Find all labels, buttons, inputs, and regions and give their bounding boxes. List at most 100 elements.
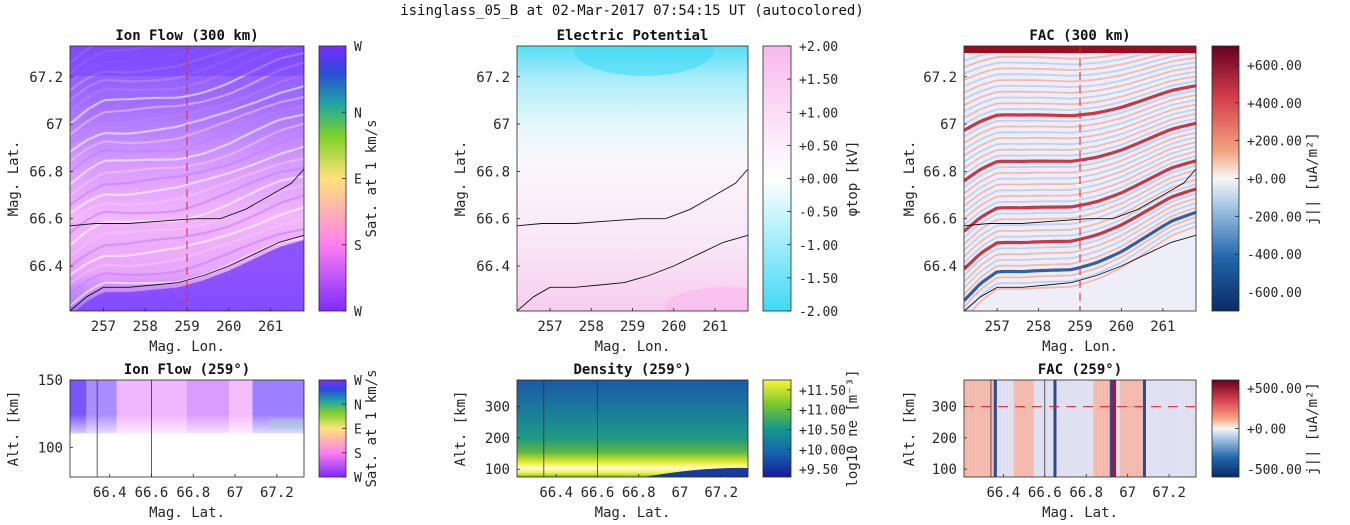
colorbar-electric-potential: +2.00 +1.50 +1.00 +0.50 +0.00 -0.50 -1.00 -1.50… bbox=[762, 40, 861, 320]
fac-stripe bbox=[964, 197, 1196, 283]
fac-stripe bbox=[964, 121, 1196, 183]
y-tick-label: 66.8 bbox=[29, 164, 63, 180]
fac-column bbox=[1007, 380, 1011, 477]
fac-column bbox=[1093, 380, 1098, 477]
plot-area-fac-259 bbox=[964, 380, 1196, 477]
colorbar-label: φtop [kV] bbox=[845, 141, 861, 217]
colorbar-label: j|| [uA/m²] bbox=[1305, 382, 1321, 475]
fac-column bbox=[1146, 380, 1151, 477]
x-tick-label: 66.8 bbox=[176, 485, 210, 501]
fac-column bbox=[1056, 380, 1061, 477]
fac-column bbox=[1179, 380, 1184, 477]
y-tick-label: 100 bbox=[932, 462, 957, 478]
fac-column bbox=[1192, 380, 1196, 477]
x-tick-label: 66.6 bbox=[135, 485, 169, 501]
x-axis-label: Mag. Lon. bbox=[149, 339, 225, 355]
fac-column bbox=[977, 380, 982, 477]
colorbar-gradient bbox=[1211, 45, 1240, 312]
fac-stripe bbox=[964, 187, 1196, 271]
fac-column bbox=[1176, 380, 1180, 477]
fac-column bbox=[1172, 380, 1177, 477]
fac-column bbox=[1169, 380, 1174, 477]
panel-title: Density (259°) bbox=[573, 362, 691, 378]
fac-column bbox=[1073, 380, 1078, 477]
y-axis-label: Alt. [km] bbox=[902, 391, 918, 467]
fac-stripe bbox=[964, 131, 1196, 195]
fac-stripe bbox=[964, 164, 1196, 239]
colorbar-tick-label: +200.00 bbox=[1247, 135, 1302, 150]
fac-column bbox=[1142, 380, 1146, 477]
panel-title: FAC (300 km) bbox=[1029, 28, 1130, 44]
fac-column bbox=[1080, 380, 1084, 477]
colorbar-tick-label: W bbox=[354, 305, 362, 320]
fac-column bbox=[1017, 380, 1021, 477]
fac-column bbox=[1119, 380, 1124, 477]
y-axis-label: Alt. [km] bbox=[6, 391, 22, 467]
y-tick-label: 150 bbox=[38, 373, 63, 389]
fac-column bbox=[1030, 380, 1035, 477]
fac-column bbox=[1026, 380, 1031, 477]
plot-area-electric-potential bbox=[517, 46, 748, 311]
y-tick-label: 67 bbox=[493, 117, 510, 133]
colorbar-tick-label: -500.00 bbox=[1247, 463, 1302, 478]
colorbar-tick-label: S bbox=[354, 239, 362, 254]
x-axis-label: Mag. Lat. bbox=[149, 505, 225, 521]
colorbar-gradient bbox=[318, 379, 347, 478]
fac-stripe bbox=[964, 56, 1196, 94]
x-tick-label: 258 bbox=[1026, 319, 1051, 335]
fac-stripe bbox=[964, 47, 1196, 81]
colorbar-gradient bbox=[762, 45, 792, 312]
colorbar-tick-label: W bbox=[354, 374, 362, 389]
colorbar-tick-label: +600.00 bbox=[1247, 59, 1302, 74]
y-axis-label: Alt. [km] bbox=[453, 391, 469, 467]
x-tick-label: 258 bbox=[579, 319, 604, 335]
fac-column bbox=[1166, 380, 1170, 477]
axes-frame bbox=[69, 379, 305, 478]
colorbar-tick-label: W bbox=[354, 40, 362, 55]
colorbar-fac-259: +500.00 +0.00 -500.00 j|| [uA/m²] bbox=[1211, 379, 1321, 478]
fac-column bbox=[1116, 380, 1121, 477]
colorbar-tick-label: +400.00 bbox=[1247, 97, 1302, 112]
y-tick-label: 66.4 bbox=[476, 259, 510, 275]
fac-column bbox=[973, 380, 978, 477]
y-tick-label: 66.6 bbox=[476, 212, 510, 228]
plot-area-density-259 bbox=[517, 380, 748, 477]
x-tick-label: 260 bbox=[661, 319, 686, 335]
y-tick-label: 100 bbox=[38, 440, 63, 456]
colorbar-tick-label: -200.00 bbox=[1247, 210, 1302, 225]
panel-title: Ion Flow (259°) bbox=[124, 362, 250, 378]
y-tick-label: 66.6 bbox=[29, 212, 63, 228]
fac-column bbox=[1086, 380, 1091, 477]
x-tick-label: 260 bbox=[1109, 319, 1134, 335]
fac-column bbox=[967, 380, 972, 477]
colorbar-tick-label: W bbox=[354, 471, 362, 486]
fac-column bbox=[1136, 380, 1141, 477]
y-tick-label: 67.2 bbox=[476, 70, 510, 86]
fac-column bbox=[1046, 380, 1051, 477]
boundary-upper-line bbox=[964, 168, 1196, 227]
x-tick-label: 257 bbox=[537, 319, 562, 335]
panel-fac-300: FAC (300 km) 257 258 259 260 261 66.4 66.6 66.8 6… bbox=[902, 28, 1321, 355]
y-tick-label: 66.8 bbox=[476, 164, 510, 180]
panel-title: Electric Potential bbox=[557, 28, 709, 44]
panel-electric-potential: Electric Potential 257 258 259 260 261 66.4 66.… bbox=[453, 28, 861, 355]
axes-frame bbox=[963, 379, 1197, 478]
fac-column bbox=[1053, 380, 1057, 477]
fac-column bbox=[987, 380, 992, 477]
colorbar-tick-label: +500.00 bbox=[1247, 382, 1302, 397]
y-tick-label: 100 bbox=[485, 462, 510, 478]
y-tick-label: 200 bbox=[932, 431, 957, 447]
flow-stripe bbox=[70, 95, 304, 163]
colorbar-tick-label: N bbox=[354, 398, 362, 413]
x-tick-label: 261 bbox=[1150, 319, 1175, 335]
x-axis-label: Mag. Lon. bbox=[595, 339, 671, 355]
y-tick-label: 67.2 bbox=[29, 70, 63, 86]
fac-column bbox=[1070, 380, 1074, 477]
fac-column bbox=[1013, 380, 1018, 477]
x-tick-label: 66.6 bbox=[581, 485, 615, 501]
fac-column bbox=[1186, 380, 1190, 477]
y-tick-label: 66.4 bbox=[923, 259, 957, 275]
fac-column bbox=[964, 380, 968, 477]
x-tick-label: 259 bbox=[174, 319, 199, 335]
